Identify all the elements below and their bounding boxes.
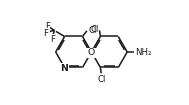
Text: Cl: Cl — [91, 25, 99, 34]
Text: F: F — [50, 35, 55, 44]
Text: O: O — [88, 49, 95, 58]
Text: F: F — [45, 22, 50, 31]
Text: NH₂: NH₂ — [135, 49, 151, 58]
Text: Cl: Cl — [97, 75, 106, 84]
Text: Cl: Cl — [88, 26, 97, 35]
Text: F: F — [43, 29, 48, 38]
Text: N: N — [60, 64, 68, 73]
